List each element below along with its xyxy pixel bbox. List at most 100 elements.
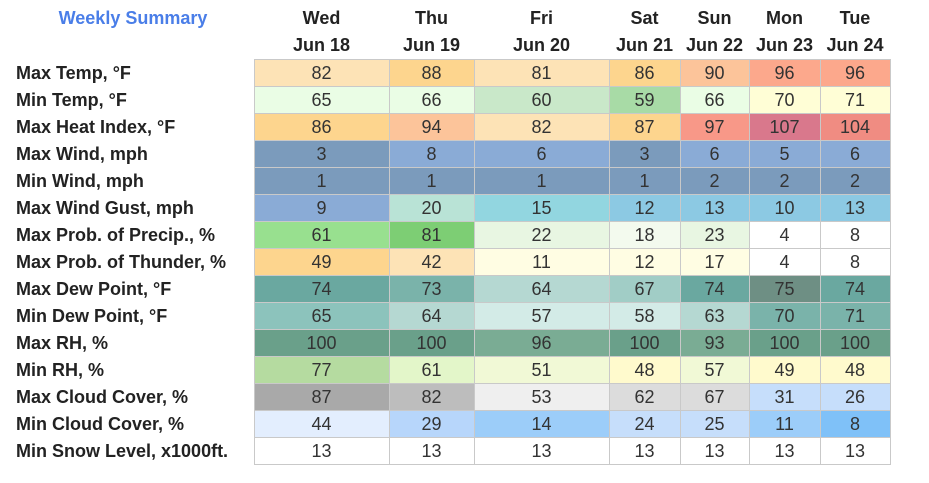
table-cell: 13 [473,437,610,465]
table-cell: 100 [748,329,821,357]
row-label: Max Cloud Cover, % [16,386,189,407]
table-row: Max Cloud Cover, % 87 82 53 62 67 31 26 [12,383,891,411]
table-cell: 1 [608,167,681,195]
table-cell: 86 [253,113,390,141]
table-row: Max Dew Point, °F 74 73 64 67 74 75 74 [12,275,891,303]
table-cell: 22 [473,221,610,249]
table-row: Max Heat Index, °F 86 94 82 87 97 107 104 [12,113,891,141]
table-cell: 57 [473,302,610,330]
table-cell: 96 [473,329,610,357]
table-cell: 67 [679,383,750,411]
row-label: Min Dew Point, °F [16,305,168,326]
row-label: Max Prob. of Thunder, % [16,251,227,272]
table-row: Min Snow Level, x1000ft. 13 13 13 13 13 13 13 [12,437,891,465]
header-day: Fri [529,8,553,28]
table-cell: 12 [608,194,681,222]
header-spacer [12,31,254,60]
table-cell: 20 [388,194,475,222]
table-cell: 29 [388,410,475,438]
table-cell: 53 [473,383,610,411]
table-cell: 63 [679,302,750,330]
table-cell: 87 [608,113,681,141]
header-row-date: Jun 18 Jun 19 Jun 20 Jun 21 Jun 22 Jun 2… [12,31,890,60]
table-cell: 4 [748,248,821,276]
table-cell: 48 [608,356,681,384]
table-cell: 96 [819,59,891,87]
table-cell: 8 [819,221,891,249]
table-cell: 1 [253,167,390,195]
table-cell: 8 [819,248,891,276]
table-row: Max RH, % 100 100 96 100 93 100 100 [12,329,891,357]
table-cell: 59 [608,86,681,114]
table-cell: 107 [748,113,821,141]
table-cell: 13 [679,194,750,222]
table-cell: 71 [819,86,891,114]
header-date: Jun 20 [512,35,571,55]
table-cell: 61 [253,221,390,249]
table-cell: 58 [608,302,681,330]
table-cell: 77 [253,356,390,384]
table-cell: 65 [253,86,390,114]
table-cell: 82 [473,113,610,141]
table-cell: 13 [819,194,891,222]
table-cell: 74 [253,275,390,303]
table-cell: 2 [819,167,891,195]
table-cell: 15 [473,194,610,222]
table-cell: 6 [679,140,750,168]
table-cell: 93 [679,329,750,357]
row-label: Min RH, % [16,359,104,380]
table-cell: 8 [388,140,475,168]
table-cell: 81 [388,221,475,249]
table-row: Min Dew Point, °F 65 64 57 58 63 70 71 [12,302,891,330]
table-cell: 74 [679,275,750,303]
table-cell: 49 [748,356,821,384]
table-cell: 88 [388,59,475,87]
table-cell: 13 [388,437,475,465]
header-date: Jun 19 [402,35,461,55]
table-cell: 3 [253,140,390,168]
header-row-day: Weekly Summary Wed Thu Fri Sat Sun Mon T… [12,6,890,31]
table-cell: 44 [253,410,390,438]
row-label: Min Temp, °F [16,89,127,110]
table-cell: 82 [388,383,475,411]
table-cell: 87 [253,383,390,411]
table-cell: 51 [473,356,610,384]
table-body: Max Temp, °F 82 88 81 86 90 96 96 Min Temp, °F 65… [12,59,891,465]
table-row: Max Wind Gust, mph 9 20 15 12 13 10 13 [12,194,891,222]
table-cell: 67 [608,275,681,303]
table-title: Weekly Summary [58,8,208,28]
table-cell: 49 [253,248,390,276]
table-cell: 12 [608,248,681,276]
table-cell: 73 [388,275,475,303]
table-cell: 6 [473,140,610,168]
header-day: Sun [697,8,732,28]
row-label: Min Snow Level, x1000ft. [16,440,229,461]
table-cell: 10 [748,194,821,222]
table-cell: 70 [748,302,821,330]
row-label: Max Dew Point, °F [16,278,172,299]
table-cell: 65 [253,302,390,330]
table-cell: 24 [608,410,681,438]
table-cell: 11 [473,248,610,276]
row-label: Max Wind, mph [16,143,148,164]
header-day: Mon [766,8,803,28]
table-cell: 75 [748,275,821,303]
header-date: Jun 18 [292,35,351,55]
table-cell: 2 [679,167,750,195]
table-cell: 42 [388,248,475,276]
table-cell: 13 [608,437,681,465]
table-cell: 6 [819,140,891,168]
header-date: Jun 23 [755,35,814,55]
table-cell: 66 [388,86,475,114]
table-cell: 94 [388,113,475,141]
row-label: Max Temp, °F [16,62,131,83]
table-cell: 13 [253,437,390,465]
row-label: Min Cloud Cover, % [16,413,185,434]
table-row: Max Wind, mph 3 8 6 3 6 5 6 [12,140,891,168]
table-cell: 100 [819,329,891,357]
header-day: Sat [630,8,659,28]
table-cell: 25 [679,410,750,438]
table-cell: 8 [819,410,891,438]
table-cell: 86 [608,59,681,87]
table-cell: 100 [388,329,475,357]
